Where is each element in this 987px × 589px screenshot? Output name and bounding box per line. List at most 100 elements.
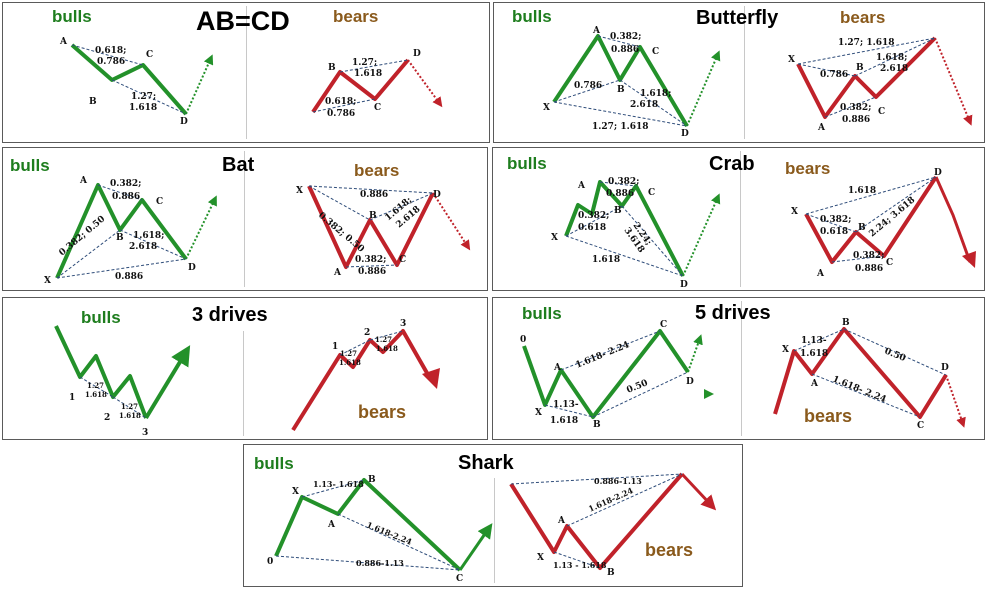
crab-bull-label-d: D [680, 280, 688, 290]
three-drives-bear-guide-1 [339, 339, 371, 356]
butterfly-title: Butterfly [696, 7, 779, 29]
divider-bat [244, 151, 245, 287]
shark-title: Shark [458, 452, 514, 474]
bat-bear-guide-3 [345, 264, 398, 268]
bat-bull-label-x: X [44, 276, 51, 286]
abcd-title: AB=CD [196, 6, 290, 36]
three-drives-bear-ratio-4: 1.618 [376, 344, 398, 353]
butterfly-bear-guide-1 [797, 37, 936, 65]
bat-bears-label: bears [354, 161, 400, 180]
five-drives-bear-label-d: D [941, 363, 949, 373]
butterfly-bear: X A B C 1.27; 1.618 0.786 1.618; 2.618 0… [788, 36, 973, 133]
shark-bear-guide-1 [510, 473, 683, 485]
panel-three-drives [2, 297, 488, 440]
crab-bull-label-a: A [577, 181, 586, 191]
butterfly-bear-label-a: A [817, 123, 826, 133]
bat-bull-projection [185, 195, 217, 260]
three-drives-bull-label-1: 1 [69, 393, 75, 403]
shark-bull-label-c: C [456, 574, 463, 584]
butterfly-bull-label-x: X [543, 103, 550, 113]
bat-bull-ratio-2: 0.886 [112, 192, 140, 202]
abcd-bear-line [311, 58, 410, 114]
butterfly-bull-label-c: C [652, 47, 659, 57]
five-drives-bull-label-c: C [660, 320, 667, 330]
shark-bear-ratio-3: 1.13 - 1.618 [553, 560, 607, 570]
abcd-bear-label-b: B [328, 63, 336, 73]
five-drives-bull-guide-2 [544, 404, 594, 418]
abcd-bear-ratio-3: 0.618; [325, 97, 357, 107]
abcd-bear: B C D 1.27; 1.618 0.618; 0.786 [311, 49, 443, 119]
abcd-bear-ratio-1: 1.27; [352, 58, 377, 68]
five-drives-bulls-label: bulls [522, 304, 562, 323]
abcd-bull-label-b: B [89, 97, 97, 107]
abcd-bear-guide-2 [312, 98, 376, 113]
crab-bull-label-c: C [648, 188, 655, 198]
abcd-bull-ratio-1: 0.618; [95, 46, 127, 56]
five-drives-bull-label-0: 0 [520, 335, 526, 345]
crab-bear-ratio-6: 0.886 [855, 264, 883, 274]
abcd-bulls-label: bulls [52, 7, 92, 26]
shark-bull-label-0: 0 [267, 557, 273, 567]
five-drives-bull-ratio-1: 1.13- [553, 400, 579, 410]
butterfly-bear-ratio-6: 0.886 [842, 115, 870, 125]
five-drives-bull-small-arrow [704, 389, 714, 399]
five-drives-bear-line [773, 327, 948, 419]
three-drives-bull-guide-1 [79, 376, 114, 398]
three-drives-bear: 1 2 3 1.27 1.618 1.27 1.618 [291, 319, 440, 432]
five-drives-bull-ratio-2: 1.618 [550, 416, 578, 426]
divider-three-drives [243, 331, 244, 436]
crab-title: Crab [709, 153, 755, 175]
three-drives-bull-guide-2 [112, 396, 147, 419]
bat-bear-ratio-2: 0.382; 0.50 [316, 211, 366, 255]
bat-bear-guide-4 [369, 192, 434, 221]
three-drives-bear-label-2: 2 [364, 328, 370, 338]
five-drives-bear-ratio-2: 1.618 [800, 349, 828, 359]
five-drives-title: 5 drives [695, 302, 771, 324]
shark-bear-label-b: B [607, 568, 615, 578]
bat-bull-guide-4 [119, 229, 187, 260]
butterfly-bear-ratio-2: 0.786 [820, 70, 848, 80]
crab-bear-guide-1 [805, 176, 937, 215]
abcd-bull-guide-1 [71, 44, 144, 66]
five-drives-bear-ratio-1: 1.13- [801, 336, 827, 346]
shark-bull-ratio-1: 1.13- 1.618 [313, 479, 364, 489]
five-drives-bear-ratio-3: 0.50 [883, 347, 907, 364]
butterfly-bull-ratio-1: 0.382; [610, 32, 642, 42]
shark-bear-guide-2 [566, 473, 683, 527]
bat-bear-label-d: D [433, 190, 441, 200]
five-drives-bull-label-b: B [593, 420, 601, 430]
five-drives-bull-line [522, 329, 690, 419]
crab-bull-guide-4 [621, 205, 684, 277]
five-drives-bear-label-a: A [810, 379, 819, 389]
shark-bull-guide-1 [301, 479, 365, 498]
butterfly-bull: X A B C D 0.382; 0.886 0.786 1.618; 2.61… [543, 26, 721, 139]
crab-bull-guide-2 [565, 205, 623, 237]
butterfly-bulls-label: bulls [512, 7, 552, 26]
bat-title: Bat [222, 154, 255, 176]
butterfly-bear-ratio-5: 0.382; [840, 103, 872, 113]
five-drives-bull-label-x: X [535, 408, 542, 418]
butterfly-bull-ratio-5: 2.618 [630, 100, 658, 110]
bat-bear-projection [432, 192, 471, 251]
crab-bear-guide-3 [831, 255, 885, 263]
butterfly-bull-projection [686, 50, 721, 127]
crab-bull-ratio-4: 0.618 [578, 223, 606, 233]
crab-bear-ratio-2: 0.382; [820, 215, 852, 225]
butterfly-bear-projection [934, 37, 973, 126]
crab-bull-ratio-7: 1.618 [592, 255, 620, 265]
crab-bears-label: bears [785, 159, 831, 178]
three-drives-bear-guide-2 [369, 330, 404, 341]
divider-crab [740, 151, 741, 287]
crab-bull-guide-3 [599, 181, 637, 187]
three-drives-bear-line [291, 329, 433, 432]
shark-bears-label: bears [645, 540, 694, 560]
butterfly-bear-guide-3 [824, 96, 877, 118]
three-drives-bears-label: bears [358, 402, 407, 422]
divider-shark [494, 478, 495, 583]
crab-bear-ratio-3: 0.618 [820, 227, 848, 237]
crab-bear-guide-4 [855, 176, 937, 233]
five-drives-bear-label-x: X [782, 345, 789, 355]
butterfly-bears-label: bears [840, 8, 886, 27]
crab-bear-label-d: D [934, 168, 942, 178]
